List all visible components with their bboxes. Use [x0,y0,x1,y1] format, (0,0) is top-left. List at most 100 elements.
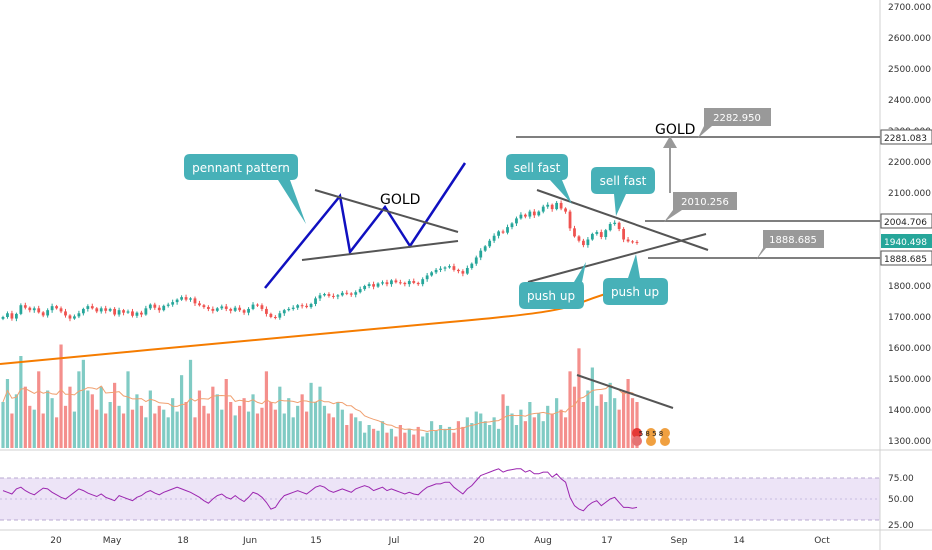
volume-bar [77,371,81,448]
volume-bar [32,409,36,448]
volume-bar [581,402,586,448]
candle-body [55,306,58,309]
candle-body [162,305,166,311]
candle-body [6,313,9,317]
volume-bar [340,409,344,448]
candle-body [117,310,121,315]
volume-bar [604,402,608,448]
candle-body [412,281,416,283]
candle-body [296,305,300,308]
candle-body [238,307,242,311]
volume-bar [81,359,85,448]
volume-bar [626,379,630,448]
candle-body [215,308,219,311]
candle-body [465,268,469,274]
volume-bar [622,390,626,448]
candle-body [528,211,532,217]
candle-body [229,308,233,311]
candle-body [202,305,206,308]
candle-body [28,307,32,311]
volume-bar [318,386,322,448]
volume-bar [434,430,438,448]
candle-body [126,311,130,313]
candle-body [220,306,224,309]
volume-bar [430,421,434,448]
callout-push-up-2[interactable]: push up [603,254,668,305]
candle-body [541,206,545,212]
volume-bar [144,417,148,448]
volume-bar [23,386,27,448]
callout-pennant-pattern[interactable]: pennant pattern [184,154,306,224]
candle-body [23,305,27,308]
candle-body [515,218,518,224]
volume-bar [590,367,594,448]
candle-body [260,305,264,309]
volume-bar [305,411,309,448]
volume-bar [130,409,135,448]
volume-bar [5,379,10,448]
candle-body [193,298,197,304]
time-tick-jul: Jul [388,536,400,546]
volume-bar [559,409,563,448]
volume-bar [162,409,166,448]
volume-bar [10,413,14,448]
target-label-2010[interactable]: 2010.256 [664,192,737,222]
volume-bar [532,417,536,448]
callout-sell-fast-1[interactable]: sell fast [506,154,572,204]
candle-body [153,304,157,308]
candle-body [19,305,23,314]
volume-bar [108,402,112,448]
candle-body [86,306,90,309]
volume-bar [282,413,286,448]
volume-bar [398,425,402,448]
candle-body [59,308,63,312]
candle-body [148,304,152,309]
price-tick: 1800.000 [888,282,931,292]
candle-body [510,223,514,228]
volume-bar [188,359,193,448]
svg-text:2004.706: 2004.706 [884,218,927,228]
volume-bar [523,421,527,448]
volume-bar [496,428,501,448]
time-tick-aug: Aug [534,536,552,546]
price-tick: 2700.000 [888,3,931,13]
candle-body [631,241,634,243]
volume-bar [229,402,233,448]
candle-body [626,239,630,242]
candle-body [1,317,5,319]
volume-bar [41,413,45,448]
candle-body [41,312,45,316]
price-tick: 2500.000 [888,65,931,75]
candle-body [523,214,527,217]
candle-body [331,295,335,297]
candle-body [122,310,125,313]
candle-body [251,304,255,309]
candle-body [385,282,389,285]
candle-body [550,204,554,210]
volume-bar [255,413,260,448]
volume-bar [175,411,179,448]
volume-bar [322,405,327,448]
candle-body [247,308,250,313]
volume-ma-line [2,384,638,433]
volume-bar [380,421,385,448]
volume-bar [443,428,447,448]
volume-bar [1,402,5,448]
candle-body [175,299,179,303]
volume-bar [37,371,41,448]
candle-body [439,268,442,270]
volume-bar [349,413,353,448]
candle-body [278,313,282,318]
candle-body [568,211,572,229]
candle-body [421,279,425,285]
volume-bar [492,417,496,448]
volume-bar [367,425,371,448]
callout-push-up-2-text: push up [611,285,659,299]
target-label-2282[interactable]: 2282.950 [698,108,771,138]
callout-push-up-1[interactable]: push up [519,262,586,309]
callout-sell-fast-2[interactable]: sell fast [591,167,655,216]
volume-bar [617,409,621,448]
target-label-1888[interactable]: 1888.685 [756,230,824,260]
candle-body [64,311,67,316]
candle-body [483,246,487,251]
